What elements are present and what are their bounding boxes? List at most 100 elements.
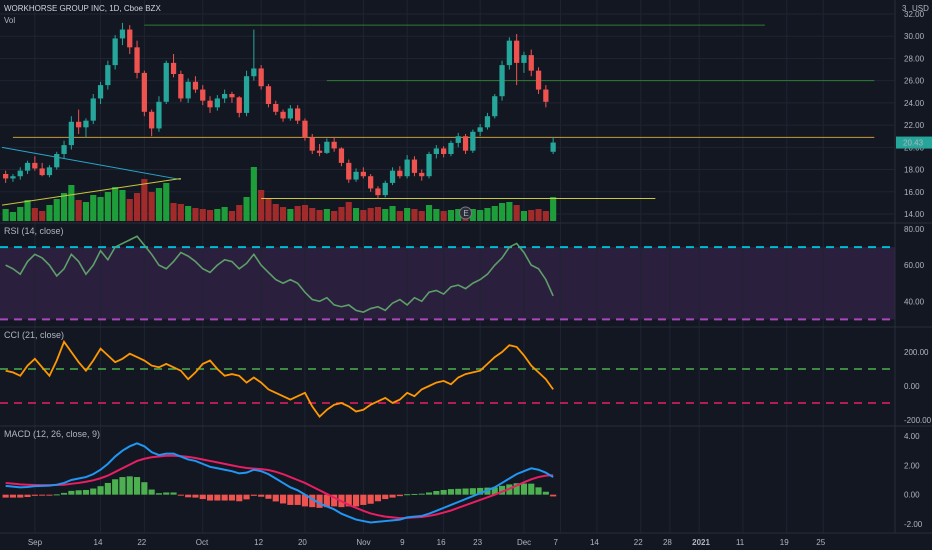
macd-histogram-bar xyxy=(535,487,542,495)
volume-bar xyxy=(192,208,199,221)
rsi-tick-label: 40.00 xyxy=(904,297,925,306)
price-tick-label: 30.00 xyxy=(904,32,925,41)
candle-body xyxy=(528,55,534,71)
macd-histogram-bar xyxy=(433,491,440,495)
macd-histogram-bar xyxy=(228,494,236,501)
price-tick-label: 32.00 xyxy=(904,10,925,19)
candle-body xyxy=(243,76,250,113)
volume-bar xyxy=(367,208,374,221)
macd-histogram-bar xyxy=(440,489,447,495)
candle-body xyxy=(134,47,140,73)
volume-bar xyxy=(382,209,389,221)
candle-body xyxy=(477,127,483,132)
volume-bar xyxy=(133,193,141,221)
macd-histogram-bar xyxy=(550,494,557,497)
macd-histogram-bar xyxy=(214,494,221,501)
symbol-title: WORKHORSE GROUP INC, 1D, Cboe BZX xyxy=(4,4,161,13)
candle-body xyxy=(535,70,542,90)
volume-bar xyxy=(404,208,411,221)
candle-body xyxy=(338,148,345,163)
macd-histogram-bar xyxy=(60,492,68,495)
candle-body xyxy=(127,29,133,48)
macd-histogram-bar xyxy=(250,494,257,496)
date-axis-label: 12 xyxy=(254,538,263,547)
macd-histogram-bar xyxy=(90,488,97,495)
volume-bar xyxy=(236,205,243,221)
volume-bar xyxy=(177,204,184,221)
price-tick-label: 16.00 xyxy=(904,188,925,197)
candle-body xyxy=(411,159,418,173)
volume-bar xyxy=(550,197,557,221)
volume-bar xyxy=(272,204,279,221)
candle-body xyxy=(61,145,67,154)
volume-bar xyxy=(433,209,440,221)
candle-body xyxy=(214,98,220,108)
candle-body xyxy=(280,111,286,119)
volume-bar xyxy=(469,209,476,221)
candle-body xyxy=(90,98,96,121)
volume-bar xyxy=(279,207,287,221)
volume-bar xyxy=(323,209,330,221)
macd-histogram-bar xyxy=(104,482,111,495)
candle-body xyxy=(368,176,374,189)
price-tick-label: 26.00 xyxy=(904,77,925,86)
volume-bar xyxy=(2,209,9,221)
macd-histogram-bar xyxy=(411,493,418,495)
candle-body xyxy=(97,85,104,99)
price-top-label: 3 xyxy=(902,4,907,13)
volume-bar xyxy=(214,209,221,221)
volume-bar xyxy=(542,211,549,221)
macd-histogram-bar xyxy=(316,494,323,508)
macd-histogram-bar xyxy=(163,492,170,495)
candle-body xyxy=(112,38,118,66)
candle-body xyxy=(54,154,60,168)
date-axis-label: 7 xyxy=(553,538,558,547)
candle-body xyxy=(236,97,242,113)
macd-histogram-bar xyxy=(331,494,338,507)
date-axis-label: 23 xyxy=(473,538,482,547)
macd-histogram-bar xyxy=(498,485,506,495)
cci-tick-label: 0.00 xyxy=(904,382,920,391)
volume-bar xyxy=(265,199,272,221)
candle-body xyxy=(353,171,359,180)
volume-bar xyxy=(301,205,309,221)
candle-body xyxy=(521,55,527,63)
volume-bar xyxy=(484,208,491,221)
volume-bar xyxy=(82,202,90,221)
volume-bar xyxy=(440,211,447,221)
candle-body xyxy=(17,170,23,177)
candle-body xyxy=(192,81,199,90)
candle-body xyxy=(550,142,556,152)
macd-histogram-bar xyxy=(491,487,498,495)
candle-body xyxy=(222,94,228,99)
candle-body xyxy=(170,62,177,74)
date-axis-label: 28 xyxy=(663,538,672,547)
macd-histogram-bar xyxy=(68,490,75,495)
rsi-band xyxy=(0,247,895,320)
cci-pane-title: CCI (21, close) xyxy=(4,330,64,340)
candle-body xyxy=(10,176,16,179)
rsi-line xyxy=(5,235,554,314)
candle-body xyxy=(389,170,396,183)
earnings-marker-label: E xyxy=(463,209,468,218)
macd-histogram-bar xyxy=(279,494,287,504)
macd-histogram-bar xyxy=(294,494,301,505)
date-axis-label: Dec xyxy=(517,538,531,547)
macd-histogram-bar xyxy=(199,494,206,500)
macd-histogram-bar xyxy=(462,488,469,495)
macd-histogram-bar xyxy=(447,489,455,495)
candle-body xyxy=(499,65,505,97)
rsi-tick-label: 60.00 xyxy=(904,261,925,270)
macd-histogram-bar xyxy=(469,488,476,495)
macd-histogram-bar xyxy=(360,494,367,505)
volume-bar xyxy=(68,185,75,221)
price-tick-label: 22.00 xyxy=(904,121,925,130)
macd-histogram-bar xyxy=(542,491,549,495)
volume-bar xyxy=(155,188,163,221)
macd-histogram-bar xyxy=(31,494,38,496)
volume-bar xyxy=(374,207,382,221)
volume-bar xyxy=(24,200,31,221)
candle-body xyxy=(543,89,549,102)
